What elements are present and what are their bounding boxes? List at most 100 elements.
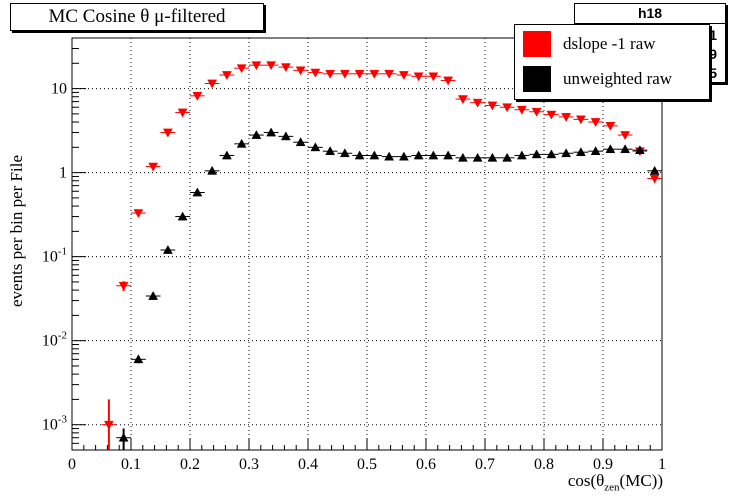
triangle-down-marker [310, 68, 321, 78]
triangle-down-marker [472, 98, 483, 108]
triangle-down-marker [162, 128, 173, 138]
triangle-up-marker [634, 145, 645, 155]
triangle-up-marker [398, 151, 409, 161]
y-axis-label: events per bin per File [7, 154, 26, 308]
triangle-down-marker [502, 103, 513, 113]
triangle-up-marker [413, 150, 424, 160]
triangle-down-marker [207, 79, 218, 89]
triangle-up-marker [148, 291, 159, 300]
triangle-up-marker [649, 165, 660, 175]
x-tick-label: 0.3 [239, 456, 259, 473]
triangle-down-marker [546, 110, 557, 120]
data-point [145, 162, 161, 172]
data-point [160, 244, 176, 254]
data-point [249, 61, 264, 71]
x-tick-label: 1 [658, 456, 666, 473]
triangle-down-marker [103, 420, 114, 430]
data-point [204, 79, 220, 89]
data-point [558, 148, 574, 158]
data-point [308, 142, 323, 152]
triangle-down-marker [590, 118, 601, 128]
triangle-up-marker [162, 244, 173, 254]
data-point [175, 108, 190, 118]
legend-label: dslope -1 raw [563, 34, 656, 53]
data-point [322, 69, 338, 79]
triangle-up-marker [325, 146, 336, 156]
data-point [411, 150, 426, 160]
triangle-down-marker [148, 162, 159, 172]
data-point [647, 174, 662, 184]
data-point [116, 428, 131, 450]
data-point [455, 152, 471, 162]
data-point [367, 150, 382, 160]
data-point [603, 122, 618, 131]
data-point [426, 150, 441, 160]
data-point [352, 69, 367, 79]
x-tick-label: 0.1 [121, 456, 141, 473]
triangle-up-marker [384, 151, 395, 161]
triangle-up-marker [236, 138, 247, 148]
triangle-up-marker [472, 152, 483, 162]
stats-histogram-name: h18 [575, 4, 725, 24]
data-point [352, 150, 367, 160]
data-point [455, 95, 471, 105]
triangle-up-marker [192, 187, 203, 197]
legend: dslope -1 raw unweighted raw [514, 24, 710, 100]
triangle-up-marker [531, 149, 542, 159]
triangle-down-marker [575, 115, 586, 125]
y-tick-label: 10-2 [42, 330, 67, 350]
y-tick-label: 10-1 [42, 246, 67, 266]
grid-lines [72, 38, 662, 450]
data-series [101, 61, 662, 450]
data-point [617, 144, 633, 154]
data-point [234, 138, 249, 148]
data-point [396, 151, 412, 161]
y-tick-label: 1 [59, 165, 67, 182]
data-point [470, 98, 485, 108]
triangle-up-marker [133, 354, 144, 364]
triangle-down-marker [561, 113, 572, 122]
triangle-up-marker [502, 152, 513, 162]
x-tick-label: 0.8 [534, 456, 554, 473]
data-point [499, 103, 515, 113]
data-point [558, 113, 574, 122]
data-point [632, 145, 648, 155]
data-point [470, 152, 485, 162]
data-point [573, 147, 589, 157]
triangle-down-marker [620, 131, 631, 141]
triangle-up-marker [457, 152, 468, 162]
triangle-up-marker [339, 148, 350, 158]
triangle-down-marker [398, 71, 409, 81]
data-point [485, 101, 500, 111]
data-point [440, 76, 456, 86]
triangle-up-marker [443, 150, 454, 160]
y-tick-label: 10 [51, 81, 67, 98]
triangle-up-marker [590, 146, 601, 156]
data-point [647, 165, 662, 175]
data-point [263, 127, 279, 137]
triangle-down-marker [443, 76, 454, 86]
triangle-up-marker [266, 127, 277, 137]
x-tick-label: 0.9 [593, 456, 613, 473]
triangle-up-marker [428, 150, 439, 160]
triangle-up-marker [118, 432, 129, 442]
triangle-down-marker [369, 69, 380, 79]
legend-entry-dslope: dslope -1 raw [523, 30, 656, 58]
triangle-up-marker [487, 152, 498, 162]
data-point [396, 71, 412, 81]
data-point [514, 105, 530, 115]
triangle-up-marker [310, 142, 321, 152]
data-point [190, 187, 205, 197]
triangle-down-marker [428, 72, 439, 82]
data-point [145, 291, 161, 300]
data-point [529, 149, 544, 159]
triangle-up-marker [295, 137, 306, 147]
data-point [544, 149, 559, 159]
data-point [573, 115, 589, 125]
triangle-down-marker [649, 174, 660, 184]
data-point [411, 72, 426, 82]
data-point [204, 165, 220, 175]
data-point [308, 68, 323, 78]
data-point [337, 69, 353, 79]
data-point [440, 150, 456, 160]
